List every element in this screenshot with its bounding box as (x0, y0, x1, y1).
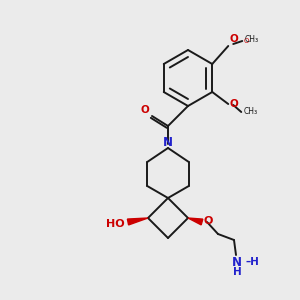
Text: O: O (229, 99, 238, 109)
Text: N: N (163, 136, 173, 149)
Text: O: O (204, 216, 213, 226)
Text: CH₃: CH₃ (244, 35, 258, 44)
Polygon shape (128, 218, 148, 225)
Text: HO: HO (106, 219, 125, 229)
Text: O: O (243, 38, 249, 44)
Text: –H: –H (245, 257, 259, 267)
Text: CH₃: CH₃ (243, 107, 257, 116)
Polygon shape (188, 218, 203, 225)
Text: N: N (232, 256, 242, 269)
Text: O: O (229, 34, 238, 44)
Text: H: H (232, 267, 242, 277)
Text: O: O (140, 105, 149, 115)
